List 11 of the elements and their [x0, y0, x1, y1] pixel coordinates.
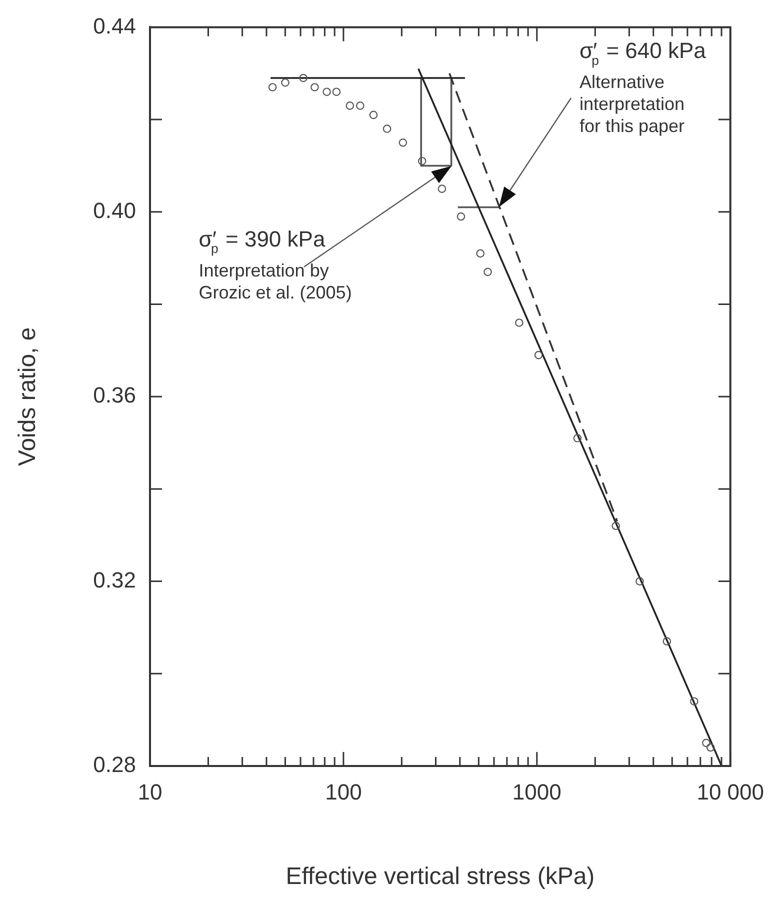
y-axis-title: Voids ratio, e	[14, 327, 42, 466]
y-tick-label: 0.36	[93, 382, 136, 408]
y-tick-label: 0.44	[93, 13, 136, 38]
x-tick-label: 10 000	[696, 779, 764, 804]
y-tick-label: 0.28	[93, 752, 136, 778]
x-axis-title: Effective vertical stress (kPa)	[286, 863, 595, 890]
y-tick-label: 0.32	[93, 567, 136, 592]
y-tick-label: 0.40	[93, 198, 136, 223]
x-tick-label: 10	[138, 779, 162, 804]
x-tick-label: 100	[325, 779, 362, 804]
x-tick-label: 1000	[512, 779, 562, 804]
